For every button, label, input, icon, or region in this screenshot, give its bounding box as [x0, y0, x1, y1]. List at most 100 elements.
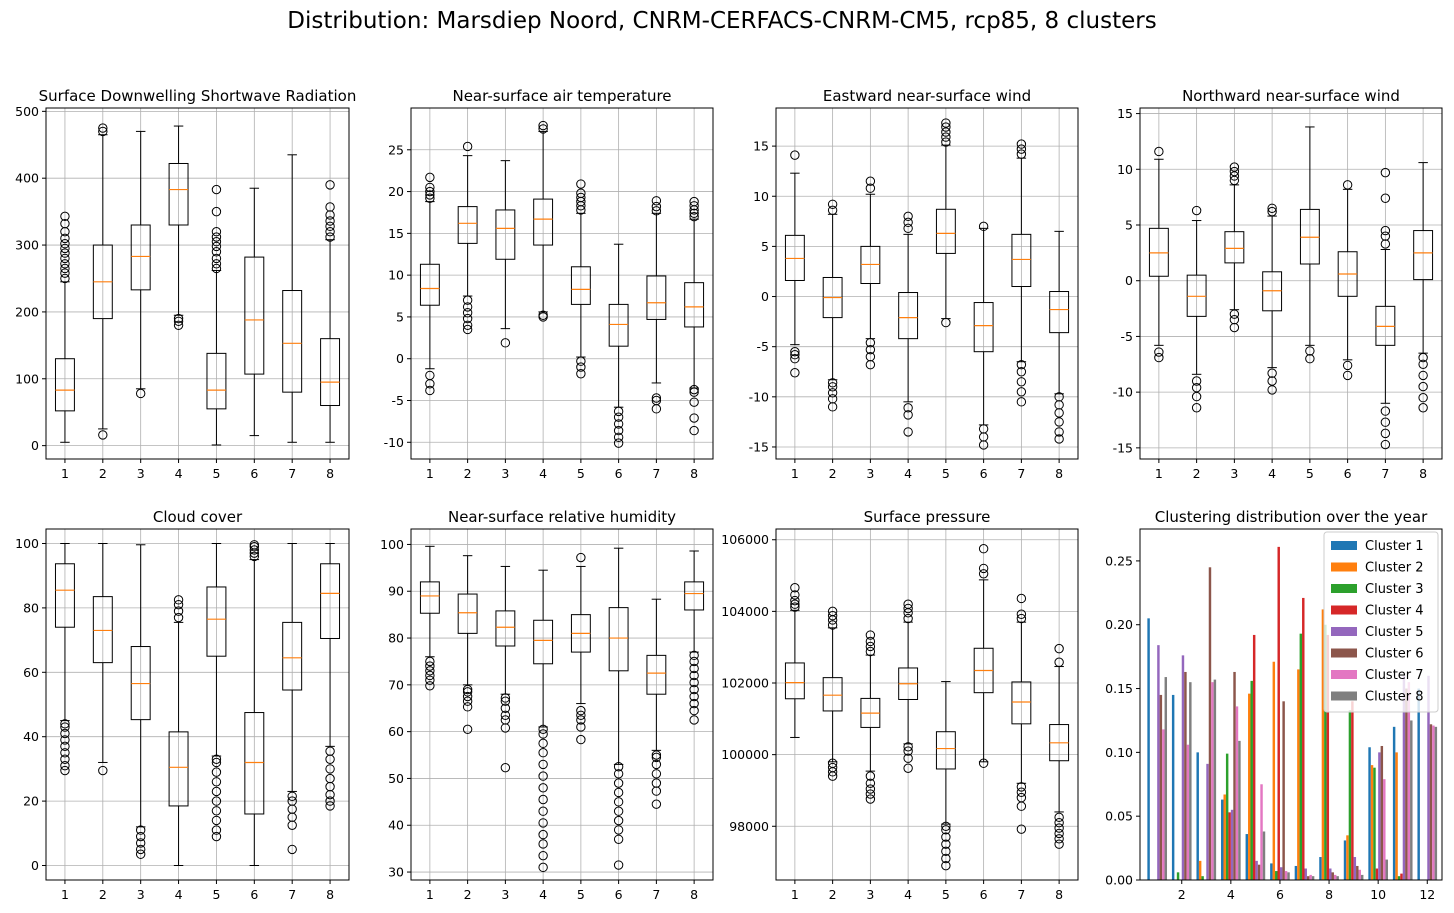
- outlier-point: [98, 765, 108, 776]
- outlier-point: [1191, 391, 1202, 402]
- y-tick-label: 90: [388, 584, 404, 599]
- y-tick-label: 30: [388, 865, 404, 880]
- outlier-point: [941, 132, 951, 142]
- box-4: [168, 595, 189, 867]
- y-tick-label: 0.05: [1105, 809, 1133, 824]
- outlier-point: [651, 206, 662, 216]
- outlier-point: [689, 425, 699, 436]
- outlier-point: [462, 295, 473, 305]
- outlier-point: [425, 666, 435, 676]
- box-3: [495, 160, 516, 348]
- box-iqr: [1224, 231, 1245, 264]
- box-6: [973, 543, 994, 768]
- bar: [1294, 865, 1298, 880]
- y-tick-label: 102000: [721, 676, 769, 691]
- outlier-point: [689, 684, 699, 695]
- outlier-point: [827, 382, 838, 392]
- outlier-point: [462, 141, 473, 152]
- outlier-point: [173, 595, 184, 605]
- box-8: [684, 196, 705, 436]
- outlier-point: [1016, 782, 1027, 792]
- outlier-point: [1229, 315, 1240, 325]
- outlier-point: [1380, 406, 1391, 416]
- outlier-point: [173, 612, 184, 623]
- subplot-4: Northward near-surface wind -15 -10 -5 0 5 10 1…: [1113, 87, 1443, 481]
- y-tick-label: 400: [15, 171, 39, 186]
- outlier-point: [978, 569, 989, 579]
- outlier-point: [941, 317, 951, 328]
- outlier-point: [651, 393, 662, 403]
- outlier-point: [325, 764, 335, 774]
- box-2: [1186, 205, 1207, 413]
- outlier-point: [1016, 144, 1027, 154]
- legend-swatch: [1331, 562, 1357, 572]
- outlier-point: [576, 179, 586, 189]
- outlier-point: [425, 670, 435, 681]
- y-tick-label: 0: [761, 289, 769, 304]
- subplot-title: Clustering distribution over the year: [1155, 508, 1428, 526]
- outlier-point: [60, 243, 70, 254]
- box-iqr: [898, 292, 919, 340]
- outlier-point: [1016, 792, 1027, 803]
- box-iqr: [1049, 291, 1070, 334]
- bar: [1159, 694, 1163, 880]
- box-3: [495, 565, 516, 773]
- box-7: [1011, 139, 1032, 407]
- outlier-point: [1342, 180, 1353, 190]
- x-tick-label: 5: [942, 887, 950, 902]
- outlier-point: [1380, 417, 1391, 427]
- outlier-point: [689, 387, 699, 397]
- outlier-point: [1054, 643, 1064, 654]
- outlier-point: [60, 268, 70, 278]
- outlier-point: [211, 831, 222, 842]
- box-iqr: [495, 209, 516, 260]
- box-7: [282, 154, 303, 443]
- bar: [1400, 873, 1403, 880]
- x-tick-label: 7: [288, 887, 296, 902]
- outlier-point: [538, 724, 548, 735]
- outlier-point: [538, 783, 548, 793]
- y-tick-label: 5: [396, 309, 404, 324]
- bar: [1252, 634, 1256, 880]
- bar: [1311, 876, 1315, 880]
- x-tick-label: 6: [980, 887, 988, 902]
- bar: [1206, 763, 1209, 880]
- subplot-2: Near-surface air temperature-10-50510152…: [384, 87, 714, 481]
- outlier-point: [790, 346, 800, 357]
- bar: [1171, 694, 1175, 880]
- outlier-point: [60, 728, 70, 739]
- outlier-point: [211, 247, 222, 257]
- outlier-point: [1380, 225, 1391, 236]
- outlier-point: [425, 681, 435, 691]
- x-tick-label: 5: [212, 466, 220, 481]
- outlier-point: [538, 771, 548, 781]
- bar: [1333, 874, 1337, 880]
- box-8: [1049, 230, 1070, 444]
- box-iqr: [935, 208, 956, 254]
- bar: [1434, 726, 1438, 880]
- outlier-point: [1016, 397, 1027, 407]
- outlier-point: [651, 759, 662, 770]
- bar: [1427, 675, 1430, 880]
- figure-title: Distribution: Marsdiep Noord, CNRM-CERFA…: [287, 8, 1156, 34]
- outlier-point: [500, 703, 511, 713]
- box-iqr: [822, 677, 843, 712]
- x-tick-label: 7: [1017, 466, 1025, 481]
- outlier-point: [613, 778, 624, 788]
- outlier-point: [827, 388, 838, 398]
- legend-label: Cluster 8: [1365, 690, 1424, 705]
- bar: [1378, 752, 1381, 880]
- outlier-point: [325, 216, 335, 226]
- outlier-point: [865, 784, 876, 794]
- outlier-point: [1418, 370, 1428, 381]
- bar: [1221, 799, 1224, 880]
- outlier-point: [576, 362, 586, 372]
- bar: [1319, 857, 1322, 880]
- outlier-point: [211, 806, 222, 816]
- bar: [1257, 864, 1261, 880]
- outlier-point: [651, 769, 662, 779]
- outlier-point: [1191, 205, 1202, 216]
- box-iqr: [646, 654, 667, 695]
- bar: [1329, 868, 1332, 880]
- outlier-point: [500, 762, 511, 773]
